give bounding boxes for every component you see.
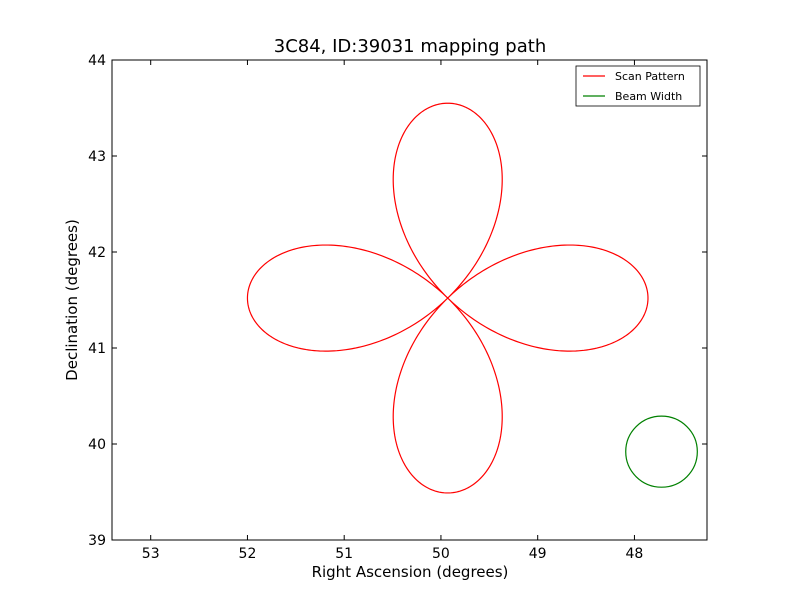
- series-layer: [246, 102, 698, 494]
- y-tick-label: 44: [88, 53, 106, 69]
- ticks-layer: 53 52 51 50 49 48 39 40 41 42 43 44: [88, 53, 707, 562]
- chart-title: 3C84, ID:39031 mapping path: [274, 36, 546, 57]
- y-tick-label: 40: [88, 437, 106, 453]
- x-tick-label: 51: [335, 546, 353, 562]
- x-tick-label: 52: [239, 546, 257, 562]
- y-tick-label: 39: [88, 533, 106, 549]
- legend-label-beam-width: Beam Width: [615, 90, 682, 103]
- x-tick-label: 49: [529, 546, 547, 562]
- scan-pattern-line: [246, 102, 649, 494]
- x-tick-label: 50: [432, 546, 450, 562]
- legend-label-scan-pattern: Scan Pattern: [615, 70, 685, 83]
- legend-box: [575, 65, 701, 107]
- y-tick-label: 41: [88, 341, 106, 357]
- beam-width-circle: [625, 415, 698, 488]
- plot-area: [111, 59, 708, 541]
- x-tick-label: 53: [142, 546, 160, 562]
- y-axis-label: Declination (degrees): [63, 219, 81, 381]
- y-tick-label: 43: [88, 149, 106, 165]
- y-tick-label: 42: [88, 245, 106, 261]
- x-axis-label: Right Ascension (degrees): [312, 563, 509, 581]
- x-tick-label: 48: [626, 546, 644, 562]
- legend: Scan Pattern Beam Width: [575, 65, 701, 107]
